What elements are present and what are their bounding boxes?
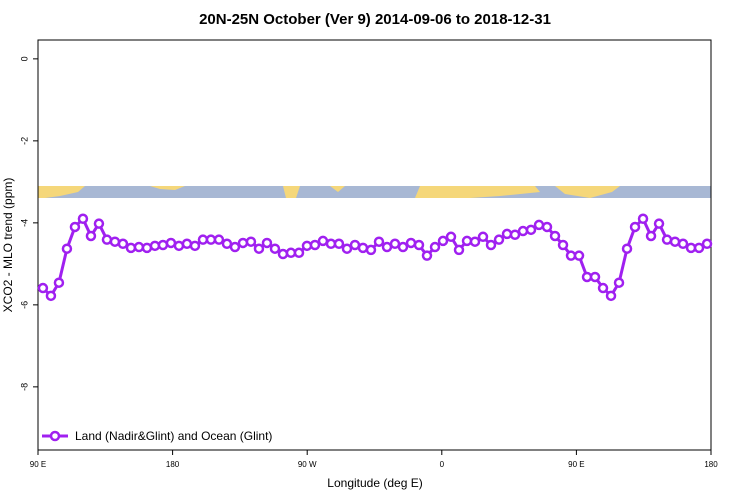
y-tick-label: -4	[19, 219, 29, 227]
x-tick-label: 90 E	[30, 460, 46, 469]
data-point	[677, 238, 689, 250]
y-tick-label: -6	[19, 301, 29, 309]
data-point	[101, 234, 113, 245]
data-point	[573, 250, 585, 261]
map-strip	[38, 186, 711, 198]
data-point	[589, 271, 601, 283]
x-tick-label: 180	[166, 460, 180, 469]
data-point	[541, 221, 553, 233]
data-point	[229, 241, 241, 253]
data-point	[429, 241, 441, 253]
legend: Land (Nadir&Glint) and Ocean (Glint)	[42, 429, 272, 443]
data-point	[373, 236, 385, 247]
data-point	[525, 224, 537, 236]
data-point	[453, 244, 465, 256]
data-point	[37, 282, 49, 294]
x-axis-label: Longitude (deg E)	[327, 476, 422, 490]
data-point	[173, 240, 185, 252]
legend-marker	[49, 430, 61, 442]
x-tick-label: 90 W	[298, 460, 317, 469]
data-point	[77, 213, 89, 225]
data-point	[437, 235, 449, 247]
data-point	[645, 230, 657, 242]
data-point	[637, 213, 649, 225]
data-point	[213, 234, 225, 245]
data-point	[605, 290, 617, 302]
data-point	[141, 242, 153, 254]
data-point	[533, 219, 545, 231]
y-tick-label: 0	[19, 56, 29, 61]
data-point	[421, 250, 433, 261]
data-point	[189, 240, 201, 252]
data-point	[613, 277, 625, 288]
data-point	[661, 234, 673, 245]
data-point	[157, 239, 169, 251]
data-point	[597, 282, 609, 294]
data-point	[117, 238, 129, 250]
data-point	[493, 234, 505, 245]
data-point	[109, 236, 121, 247]
chart-title: 20N-25N October (Ver 9) 2014-09-06 to 20…	[199, 11, 551, 28]
y-tick-label: -8	[19, 383, 29, 391]
data-point	[357, 242, 369, 254]
x-tick-label: 0	[440, 460, 445, 469]
data-point	[133, 241, 145, 253]
data-point	[485, 239, 497, 251]
x-tick-label: 90 E	[568, 460, 584, 469]
data-point	[549, 230, 561, 242]
x-tick-label: 180	[704, 460, 718, 469]
data-point	[517, 225, 529, 237]
data-point	[69, 221, 81, 233]
data-point	[333, 238, 345, 250]
data-point	[85, 230, 97, 242]
data-point	[269, 243, 281, 254]
data-point	[629, 221, 641, 233]
data-point	[509, 229, 521, 240]
data-point	[181, 238, 193, 250]
data-point	[461, 235, 473, 247]
data-point	[293, 247, 305, 259]
series-line	[41, 216, 708, 299]
data-point	[61, 243, 73, 254]
data-point	[445, 231, 457, 243]
data-point	[309, 239, 321, 251]
data-point	[277, 248, 289, 260]
data-point	[301, 240, 313, 252]
data-point	[653, 218, 665, 229]
data-point	[621, 243, 633, 254]
data-point	[45, 290, 57, 302]
data-point	[501, 228, 513, 240]
data-point	[237, 237, 249, 249]
data-point	[477, 231, 489, 243]
data-point	[397, 241, 409, 253]
data-point	[693, 242, 705, 254]
data-point	[669, 236, 681, 247]
data-point	[245, 236, 257, 247]
data-point	[701, 238, 713, 250]
data-point	[149, 240, 161, 252]
legend-label: Land (Nadir&Glint) and Ocean (Glint)	[75, 429, 272, 443]
data-point	[125, 242, 137, 254]
data-point	[557, 239, 569, 251]
data-point	[405, 237, 417, 249]
data-point	[413, 239, 425, 251]
data-point	[469, 236, 481, 247]
data-point	[341, 243, 353, 254]
y-axis-label: XCO2 - MLO trend (ppm)	[1, 178, 15, 313]
data-point	[365, 244, 377, 256]
y-tick-label: -2	[19, 137, 29, 145]
data-point	[53, 277, 65, 288]
data-point	[93, 218, 105, 229]
data-point	[253, 243, 265, 254]
data-point	[261, 237, 273, 249]
